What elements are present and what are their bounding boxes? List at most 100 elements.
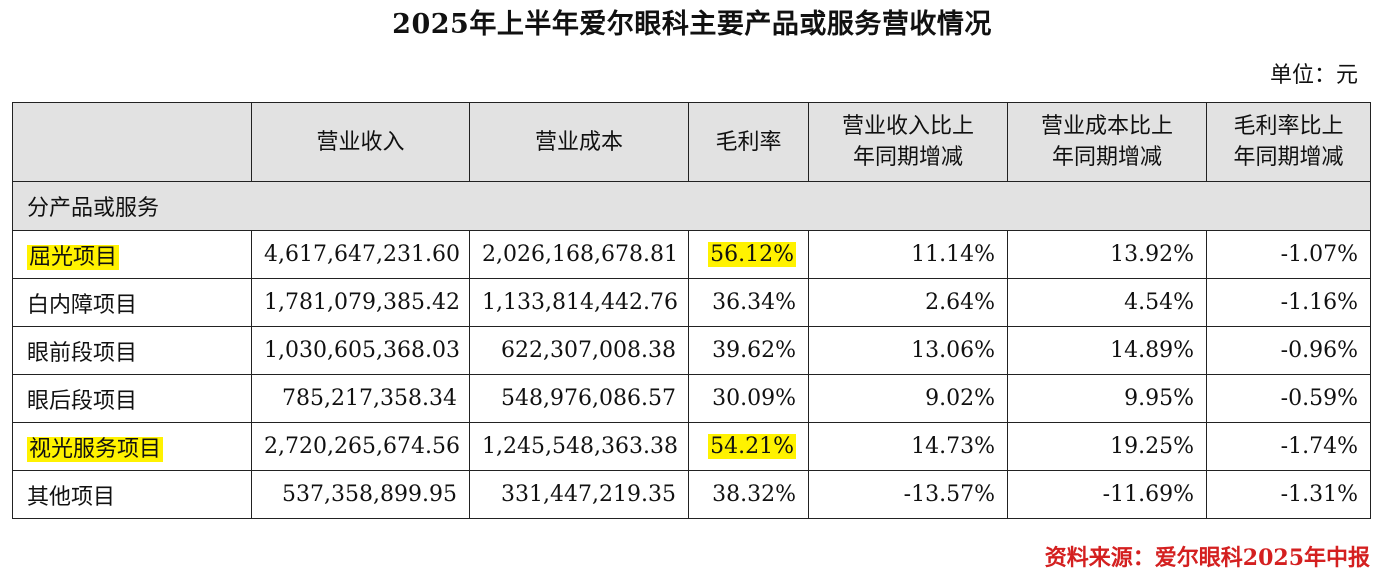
cell-gross-margin: 38.32%: [688, 470, 809, 519]
cost-text: 2,026,168,678.81: [482, 242, 678, 267]
table-row: 其他项目 537,358,899.95 331,447,219.35 38.32% -1…: [12, 470, 1371, 519]
cell-item-name: 眼前段项目: [12, 326, 252, 375]
revenue-text: 1,781,079,385.42: [264, 290, 460, 315]
cell-cost: 331,447,219.35: [469, 470, 689, 519]
margin-yoy-text: -1.16%: [1280, 290, 1358, 315]
cost-yoy-text: 9.95%: [1124, 386, 1194, 411]
revenue-yoy-text: 14.73%: [911, 434, 995, 459]
cell-cost: 1,245,548,363.38: [469, 422, 689, 471]
cost-yoy-text: 4.54%: [1124, 290, 1194, 315]
header-gross-margin: 毛利率: [688, 102, 809, 182]
gross-margin-text: 39.62%: [712, 338, 796, 363]
cell-cost: 548,976,086.57: [469, 374, 689, 423]
cell-item-name: 屈光项目: [12, 230, 252, 279]
cost-text: 1,133,814,442.76: [482, 290, 678, 315]
revenue-text: 537,358,899.95: [282, 482, 457, 507]
margin-yoy-text: -1.07%: [1280, 242, 1358, 267]
cell-cost-yoy: 13.92%: [1007, 230, 1207, 279]
gross-margin-text: 30.09%: [712, 386, 796, 411]
cost-text: 331,447,219.35: [501, 482, 676, 507]
cell-item-name: 其他项目: [12, 470, 252, 519]
cell-gross-margin: 30.09%: [688, 374, 809, 423]
header-cell-blank: [12, 102, 252, 182]
cell-cost: 2,026,168,678.81: [469, 230, 689, 279]
cell-revenue: 1,781,079,385.42: [251, 278, 470, 327]
cell-margin-yoy: -0.59%: [1206, 374, 1371, 423]
unit-label: 单位：元: [1269, 63, 1358, 88]
revenue-yoy-text: 11.14%: [911, 242, 995, 267]
cell-item-name: 视光服务项目: [12, 422, 252, 471]
cell-revenue: 537,358,899.95: [251, 470, 470, 519]
table-row: 屈光项目 4,617,647,231.60 2,026,168,678.81 56.1…: [12, 230, 1371, 279]
revenue-text: 4,617,647,231.60: [264, 242, 460, 267]
header-revenue-yoy: 营业收入比上 年同期增减: [808, 102, 1008, 182]
cell-revenue: 1,030,605,368.03: [251, 326, 470, 375]
cell-margin-yoy: -1.16%: [1206, 278, 1371, 327]
cell-revenue: 2,720,265,674.56: [251, 422, 470, 471]
cost-text: 548,976,086.57: [501, 386, 676, 411]
item-name-text: 眼前段项目: [27, 340, 138, 366]
cell-revenue: 785,217,358.34: [251, 374, 470, 423]
revenue-yoy-text: 9.02%: [925, 386, 995, 411]
gross-margin-text: 38.32%: [712, 482, 796, 507]
margin-yoy-text: -1.31%: [1280, 482, 1358, 507]
revenue-table: 营业收入 营业成本 毛利率 营业收入比上 年同期增减 营业成本比上 年同期增减 …: [12, 102, 1371, 519]
cost-yoy-text: 13.92%: [1110, 242, 1194, 267]
cell-gross-margin: 56.12%: [688, 230, 809, 279]
cell-revenue-yoy: 14.73%: [808, 422, 1008, 471]
cell-gross-margin: 54.21%: [688, 422, 809, 471]
header-revenue: 营业收入: [251, 102, 470, 182]
cost-yoy-text: -11.69%: [1102, 482, 1194, 507]
cell-cost-yoy: 14.89%: [1007, 326, 1207, 375]
revenue-yoy-text: 2.64%: [925, 290, 995, 315]
cost-text: 1,245,548,363.38: [482, 434, 678, 459]
cell-margin-yoy: -1.07%: [1206, 230, 1371, 279]
revenue-text: 785,217,358.34: [282, 386, 457, 411]
source-note: 资料来源：爱尔眼科2025年中报: [1044, 545, 1370, 571]
cell-gross-margin: 39.62%: [688, 326, 809, 375]
gross-margin-text: 54.21%: [708, 434, 796, 459]
item-name-text: 视光服务项目: [27, 436, 164, 462]
item-name-text: 屈光项目: [27, 244, 120, 270]
table-row: 眼前段项目 1,030,605,368.03 622,307,008.38 39.62…: [12, 326, 1371, 375]
table-row: 白内障项目 1,781,079,385.42 1,133,814,442.76 36.…: [12, 278, 1371, 327]
item-name-text: 白内障项目: [27, 292, 138, 318]
revenue-yoy-text: 13.06%: [911, 338, 995, 363]
header-margin-yoy: 毛利率比上 年同期增减: [1206, 102, 1371, 182]
gross-margin-text: 36.34%: [712, 290, 796, 315]
cost-yoy-text: 19.25%: [1110, 434, 1194, 459]
cell-cost: 622,307,008.38: [469, 326, 689, 375]
section-label: 分产品或服务: [12, 181, 1371, 231]
cell-revenue-yoy: 9.02%: [808, 374, 1008, 423]
cell-margin-yoy: -0.96%: [1206, 326, 1371, 375]
header-cost-yoy: 营业成本比上 年同期增减: [1007, 102, 1207, 182]
cell-cost: 1,133,814,442.76: [469, 278, 689, 327]
item-name-text: 其他项目: [27, 484, 116, 510]
header-cost: 营业成本: [469, 102, 689, 182]
gross-margin-text: 56.12%: [708, 242, 796, 267]
cell-revenue-yoy: -13.57%: [808, 470, 1008, 519]
cell-revenue: 4,617,647,231.60: [251, 230, 470, 279]
cell-item-name: 眼后段项目: [12, 374, 252, 423]
revenue-yoy-text: -13.57%: [903, 482, 995, 507]
cell-margin-yoy: -1.74%: [1206, 422, 1371, 471]
header-row: 营业收入 营业成本 毛利率 营业收入比上 年同期增减 营业成本比上 年同期增减 …: [12, 102, 1371, 182]
cell-margin-yoy: -1.31%: [1206, 470, 1371, 519]
margin-yoy-text: -1.74%: [1280, 434, 1358, 459]
cell-revenue-yoy: 13.06%: [808, 326, 1008, 375]
cost-text: 622,307,008.38: [501, 338, 676, 363]
margin-yoy-text: -0.96%: [1280, 338, 1358, 363]
item-name-text: 眼后段项目: [27, 388, 138, 414]
table-row: 视光服务项目 2,720,265,674.56 1,245,548,363.38 54…: [12, 422, 1371, 471]
cell-item-name: 白内障项目: [12, 278, 252, 327]
cell-revenue-yoy: 2.64%: [808, 278, 1008, 327]
cell-cost-yoy: 9.95%: [1007, 374, 1207, 423]
section-row: 分产品或服务: [12, 181, 1371, 231]
revenue-text: 2,720,265,674.56: [264, 434, 460, 459]
table-row: 眼后段项目 785,217,358.34 548,976,086.57 30.09% 9…: [12, 374, 1371, 423]
revenue-text: 1,030,605,368.03: [264, 338, 460, 363]
cell-cost-yoy: 19.25%: [1007, 422, 1207, 471]
page-title: 2025年上半年爱尔眼科主要产品或服务营收情况: [392, 9, 992, 40]
cell-cost-yoy: -11.69%: [1007, 470, 1207, 519]
margin-yoy-text: -0.59%: [1280, 386, 1358, 411]
